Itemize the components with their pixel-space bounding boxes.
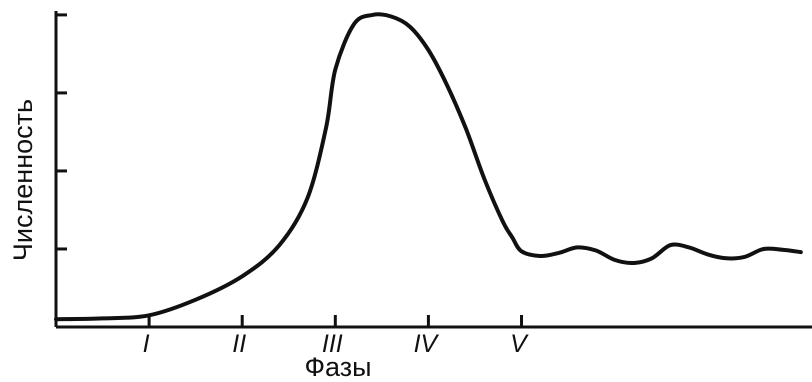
x-tick-label-3: III [322, 330, 343, 358]
y-axis-label: Численность [8, 99, 38, 261]
x-tick-label-2: II [232, 330, 246, 358]
x-ticks-group: I II III IV V [143, 315, 529, 358]
x-axis-label: Фазы [304, 352, 371, 382]
x-tick-label-5: V [510, 330, 529, 358]
x-tick-label-4: IV [414, 330, 440, 358]
population-curve [54, 12, 803, 322]
x-tick-label-1: I [143, 330, 150, 358]
y-ticks-group [56, 13, 67, 251]
